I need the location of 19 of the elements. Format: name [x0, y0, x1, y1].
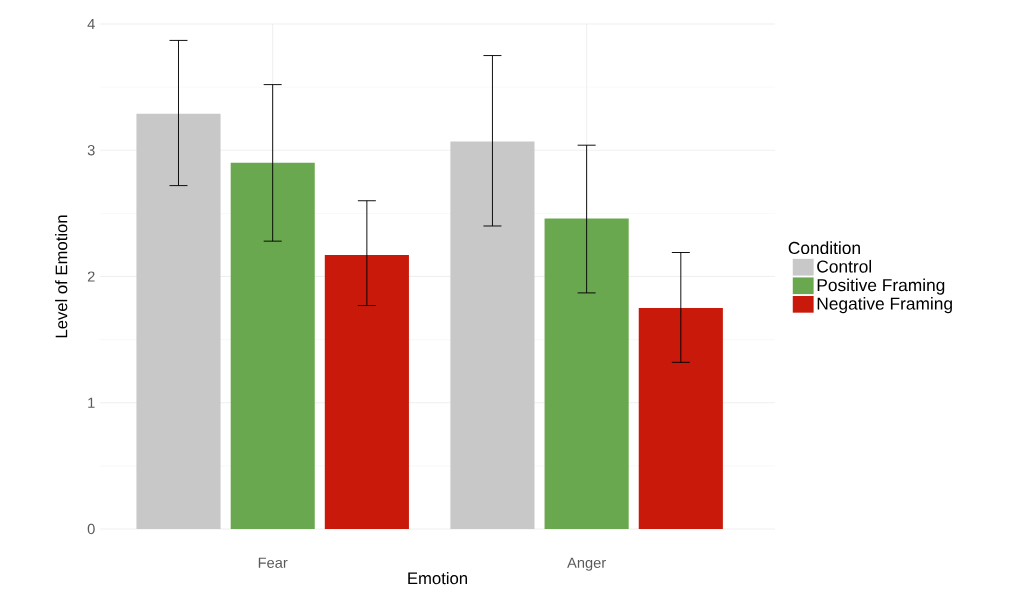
- legend-title: Condition: [788, 241, 860, 255]
- y-tick-label: 1: [88, 397, 95, 408]
- bar: [450, 141, 535, 529]
- legend-label: Negative Framing: [817, 297, 952, 314]
- y-axis-title: Level of Emotion: [55, 215, 68, 338]
- bar: [638, 308, 723, 529]
- x-axis-title: Emotion: [408, 571, 467, 585]
- x-tick-label: Fear: [258, 557, 288, 568]
- bar: [230, 162, 315, 529]
- x-tick-label: Anger: [567, 557, 606, 571]
- y-tick-label: 3: [87, 145, 95, 156]
- bar: [136, 113, 221, 529]
- legend-label: Positive Framing: [817, 278, 945, 295]
- y-tick-label: 0: [87, 523, 95, 535]
- legend-label: Control: [817, 259, 872, 273]
- y-tick-label: 2: [87, 271, 95, 282]
- bar: [544, 218, 629, 529]
- bar: [324, 255, 409, 529]
- y-tick-label: 4: [87, 18, 95, 30]
